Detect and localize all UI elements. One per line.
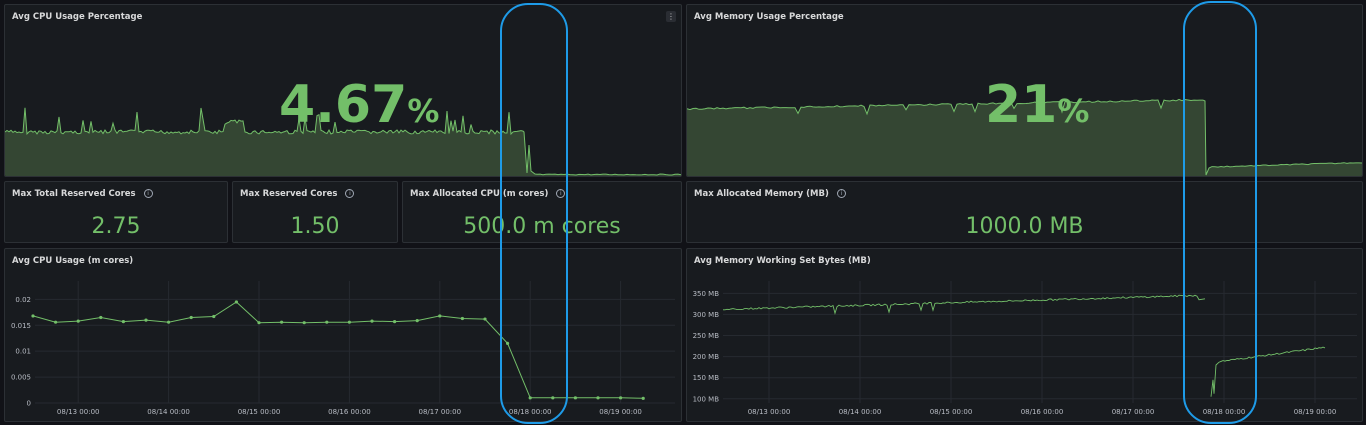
panel-menu-icon[interactable]: ⋮ bbox=[666, 11, 676, 22]
data-point bbox=[483, 317, 487, 321]
sparkline-area bbox=[687, 99, 1362, 176]
panel-title: Max Total Reserved Cores i bbox=[12, 189, 153, 199]
data-point bbox=[573, 396, 578, 400]
panel-title: Avg Memory Working Set Bytes (MB) bbox=[694, 256, 871, 266]
cpu-sparkline bbox=[5, 107, 681, 176]
panel-max-allocated-cpu: Max Allocated CPU (m cores) i 500.0 m cor… bbox=[402, 181, 682, 243]
data-point bbox=[257, 321, 261, 325]
memory-sparkline bbox=[687, 98, 1362, 176]
data-point bbox=[302, 321, 306, 325]
data-point bbox=[31, 314, 35, 318]
series-line bbox=[1210, 346, 1326, 397]
panel-cpu-usage-chart: Avg CPU Usage (m cores) 0 0.005 0.01 0.015 0… bbox=[4, 248, 682, 422]
data-point bbox=[347, 320, 351, 324]
data-point bbox=[144, 318, 148, 322]
panel-memory-percentage: Avg Memory Usage Percentage 21% bbox=[686, 4, 1363, 177]
panel-title: Max Allocated Memory (MB) i bbox=[694, 189, 846, 199]
stat-value: 2.75 bbox=[91, 214, 141, 239]
x-tick-label: 08/13 00:00 bbox=[57, 408, 100, 416]
stat-value: 500.0 m cores bbox=[463, 214, 621, 239]
data-point bbox=[506, 341, 510, 346]
panel-title: Max Reserved Cores i bbox=[240, 189, 355, 199]
data-point bbox=[438, 314, 442, 318]
panel-title: Avg CPU Usage Percentage bbox=[12, 12, 143, 22]
data-point bbox=[76, 319, 80, 323]
sparkline-area bbox=[5, 107, 681, 176]
x-tick-label: 08/17 00:00 bbox=[419, 408, 462, 416]
x-tick-label: 08/17 00:00 bbox=[1112, 408, 1155, 416]
info-icon[interactable]: i bbox=[143, 189, 153, 198]
data-point bbox=[280, 320, 284, 324]
x-tick-label: 08/16 00:00 bbox=[1021, 408, 1064, 416]
y-tick-label: 0.005 bbox=[11, 374, 31, 382]
sparkline-line bbox=[5, 107, 681, 176]
info-icon[interactable]: i bbox=[556, 189, 566, 198]
y-tick-label: 0 bbox=[27, 400, 31, 408]
x-tick-label: 08/14 00:00 bbox=[147, 408, 190, 416]
y-tick-label: 350 MB bbox=[693, 290, 720, 298]
x-tick-label: 08/19 00:00 bbox=[599, 408, 642, 416]
data-point bbox=[528, 396, 532, 400]
sparkline-line bbox=[687, 98, 1362, 176]
data-point bbox=[619, 396, 623, 400]
x-tick-label: 08/13 00:00 bbox=[748, 408, 791, 416]
data-point bbox=[551, 396, 555, 400]
panel-title: Max Allocated CPU (m cores) i bbox=[410, 189, 566, 199]
data-point bbox=[54, 320, 58, 324]
series-line bbox=[32, 301, 644, 399]
info-icon[interactable]: i bbox=[836, 189, 846, 198]
memory-percentage-value: 21% bbox=[985, 75, 1090, 135]
panel-title: Avg CPU Usage (m cores) bbox=[12, 256, 134, 266]
data-point bbox=[99, 315, 103, 320]
panel-title: Avg Memory Usage Percentage bbox=[694, 12, 844, 22]
y-tick-label: 250 MB bbox=[693, 332, 720, 340]
series-line bbox=[723, 294, 1206, 315]
data-point bbox=[460, 316, 464, 321]
panel-memory-working-set-chart: Avg Memory Working Set Bytes (MB) 100 MB… bbox=[686, 248, 1363, 422]
y-tick-label: 300 MB bbox=[693, 311, 720, 319]
data-point bbox=[370, 319, 374, 323]
x-tick-label: 08/14 00:00 bbox=[839, 408, 882, 416]
x-tick-label: 08/19 00:00 bbox=[1294, 408, 1337, 416]
info-icon[interactable]: i bbox=[345, 189, 355, 198]
memory-working-set-line-chart: 100 MB 150 MB 200 MB 250 MB 300 MB 350 MB 08/1… bbox=[693, 281, 1357, 416]
x-tick-label: 08/18 00:00 bbox=[509, 408, 552, 416]
y-tick-label: 0.02 bbox=[15, 296, 31, 304]
x-tick-label: 08/18 00:00 bbox=[1203, 408, 1246, 416]
cpu-usage-line-chart: 0 0.005 0.01 0.015 0.02 08/13 00:00 08/14 00:0… bbox=[11, 281, 675, 416]
data-point bbox=[234, 300, 238, 304]
x-tick-label: 08/15 00:00 bbox=[930, 408, 973, 416]
x-tick-label: 08/15 00:00 bbox=[238, 408, 281, 416]
data-point bbox=[415, 319, 419, 323]
data-point bbox=[325, 320, 329, 324]
data-point bbox=[393, 320, 397, 324]
panel-max-total-reserved-cores: Max Total Reserved Cores i 2.75 bbox=[4, 181, 228, 243]
cpu-percentage-value: 4.67% bbox=[279, 75, 440, 135]
stat-value: 1000.0 MB bbox=[965, 214, 1084, 239]
data-point bbox=[641, 396, 645, 400]
panel-max-reserved-cores: Max Reserved Cores i 1.50 bbox=[232, 181, 398, 243]
y-tick-label: 0.01 bbox=[15, 348, 31, 356]
y-tick-label: 100 MB bbox=[693, 395, 720, 403]
y-tick-label: 0.015 bbox=[11, 322, 31, 330]
panel-cpu-percentage: Avg CPU Usage Percentage ⋮ 4.67% bbox=[4, 4, 682, 177]
data-point bbox=[212, 314, 216, 319]
y-tick-label: 200 MB bbox=[693, 353, 720, 361]
panel-max-allocated-memory: Max Allocated Memory (MB) i 1000.0 MB bbox=[686, 181, 1363, 243]
stat-value: 1.50 bbox=[290, 214, 340, 239]
data-point bbox=[596, 396, 600, 400]
data-point bbox=[121, 320, 125, 324]
y-tick-label: 150 MB bbox=[693, 374, 720, 382]
data-point bbox=[167, 320, 171, 324]
data-point bbox=[189, 315, 193, 320]
x-tick-label: 08/16 00:00 bbox=[328, 408, 371, 416]
